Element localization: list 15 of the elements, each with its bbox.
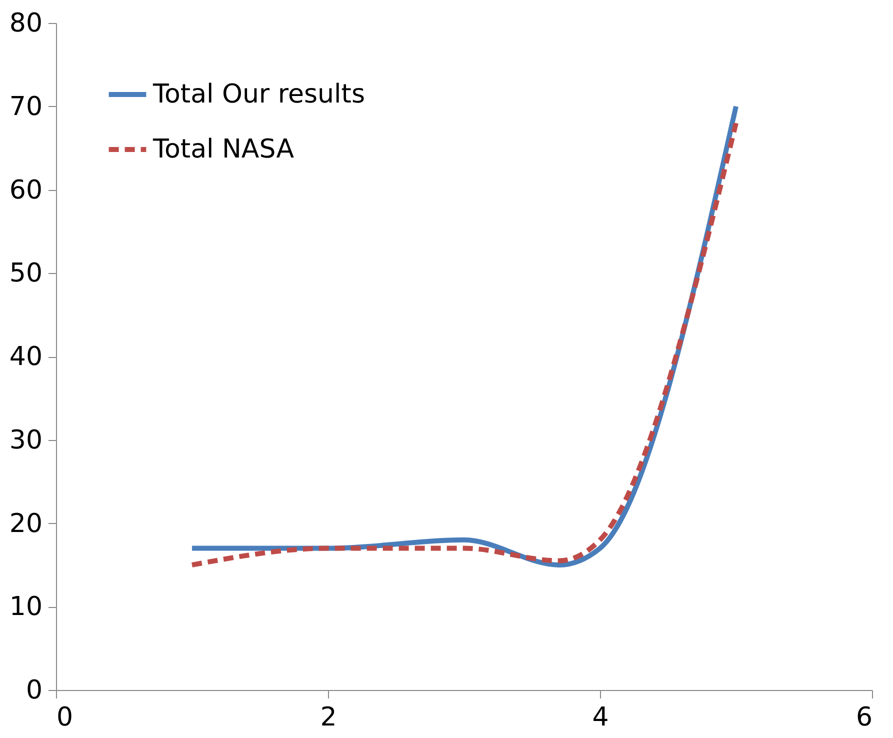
y-tick-label: 30 xyxy=(9,425,42,456)
y-tick-label: 70 xyxy=(9,92,42,122)
x-tick-label: 6 xyxy=(856,702,872,732)
legend-label: Total NASA xyxy=(152,134,294,164)
legend-label: Total Our results xyxy=(152,80,365,110)
y-tick-label: 80 xyxy=(9,8,42,38)
x-tick-label: 2 xyxy=(320,702,337,732)
x-tick-label: 4 xyxy=(592,702,609,732)
y-tick-label: 50 xyxy=(9,258,42,289)
y-tick-label: 60 xyxy=(9,175,42,206)
y-tick-label: 20 xyxy=(9,508,42,539)
y-tick-label: 0 xyxy=(26,676,42,706)
x-tick-label: 0 xyxy=(56,702,74,732)
y-tick-label: 10 xyxy=(9,592,42,622)
y-tick-label: 40 xyxy=(9,342,42,372)
